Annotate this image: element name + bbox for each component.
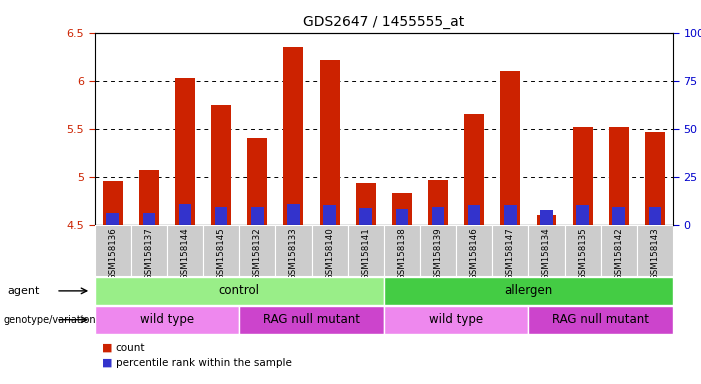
FancyBboxPatch shape [275, 225, 311, 276]
Text: GSM158133: GSM158133 [289, 227, 298, 280]
Text: RAG null mutant: RAG null mutant [263, 313, 360, 326]
Bar [320, 61, 339, 225]
Text: allergen: allergen [504, 285, 552, 297]
Bar [608, 127, 629, 225]
Text: GSM158146: GSM158146 [470, 227, 479, 280]
Text: GSM158141: GSM158141 [361, 227, 370, 280]
Bar [613, 207, 625, 225]
Bar [323, 205, 336, 225]
Text: GSM158132: GSM158132 [253, 227, 261, 280]
Text: ■: ■ [102, 343, 112, 353]
Bar [392, 193, 411, 225]
Bar [648, 207, 661, 225]
Bar [428, 180, 448, 225]
Text: GSM158147: GSM158147 [506, 227, 515, 280]
Text: GSM158138: GSM158138 [397, 227, 407, 280]
Text: wild type: wild type [140, 313, 194, 326]
FancyBboxPatch shape [601, 225, 637, 276]
Bar [356, 184, 376, 225]
Text: GSM158144: GSM158144 [180, 227, 189, 280]
FancyBboxPatch shape [167, 225, 203, 276]
FancyBboxPatch shape [384, 277, 673, 305]
Bar [395, 209, 408, 225]
Text: ■: ■ [102, 358, 112, 368]
Bar [103, 182, 123, 225]
Bar [142, 213, 155, 225]
Text: wild type: wild type [429, 313, 483, 326]
Bar [645, 132, 665, 225]
Bar [464, 114, 484, 225]
Text: GSM158135: GSM158135 [578, 227, 587, 280]
FancyBboxPatch shape [384, 225, 420, 276]
FancyBboxPatch shape [529, 225, 564, 276]
FancyBboxPatch shape [239, 306, 384, 333]
Bar [432, 207, 444, 225]
FancyBboxPatch shape [564, 225, 601, 276]
FancyBboxPatch shape [95, 225, 131, 276]
Text: GSM158140: GSM158140 [325, 227, 334, 280]
Text: GSM158142: GSM158142 [614, 227, 623, 280]
Bar [504, 205, 517, 225]
Bar [468, 205, 480, 225]
Bar [576, 205, 589, 225]
Text: GSM158137: GSM158137 [144, 227, 154, 280]
Bar [211, 105, 231, 225]
FancyBboxPatch shape [203, 225, 239, 276]
FancyBboxPatch shape [239, 225, 275, 276]
FancyBboxPatch shape [637, 225, 673, 276]
Bar [139, 170, 159, 225]
FancyBboxPatch shape [384, 306, 529, 333]
Text: RAG null mutant: RAG null mutant [552, 313, 649, 326]
Text: GSM158134: GSM158134 [542, 227, 551, 280]
FancyBboxPatch shape [95, 306, 239, 333]
FancyBboxPatch shape [492, 225, 529, 276]
Text: genotype/variation: genotype/variation [4, 314, 96, 325]
Text: count: count [116, 343, 145, 353]
Text: GSM158143: GSM158143 [651, 227, 660, 280]
FancyBboxPatch shape [529, 306, 673, 333]
Title: GDS2647 / 1455555_at: GDS2647 / 1455555_at [303, 15, 465, 29]
Bar [175, 78, 195, 225]
Bar [215, 207, 227, 225]
FancyBboxPatch shape [95, 277, 384, 305]
Bar [179, 204, 191, 225]
FancyBboxPatch shape [420, 225, 456, 276]
FancyBboxPatch shape [95, 225, 673, 276]
Text: agent: agent [7, 286, 39, 296]
Text: GSM158145: GSM158145 [217, 227, 226, 280]
Text: percentile rank within the sample: percentile rank within the sample [116, 358, 292, 368]
FancyBboxPatch shape [456, 225, 492, 276]
Bar [251, 207, 264, 225]
Text: GSM158139: GSM158139 [433, 227, 442, 280]
Bar [360, 209, 372, 225]
FancyBboxPatch shape [311, 225, 348, 276]
Bar [107, 213, 119, 225]
Text: control: control [219, 285, 259, 297]
Bar [287, 204, 300, 225]
Bar [501, 71, 520, 225]
Bar [247, 138, 267, 225]
Bar [573, 127, 592, 225]
FancyBboxPatch shape [131, 225, 167, 276]
Bar [540, 210, 553, 225]
Bar [283, 47, 304, 225]
Bar [536, 215, 557, 225]
Text: GSM158136: GSM158136 [108, 227, 117, 280]
FancyBboxPatch shape [348, 225, 384, 276]
